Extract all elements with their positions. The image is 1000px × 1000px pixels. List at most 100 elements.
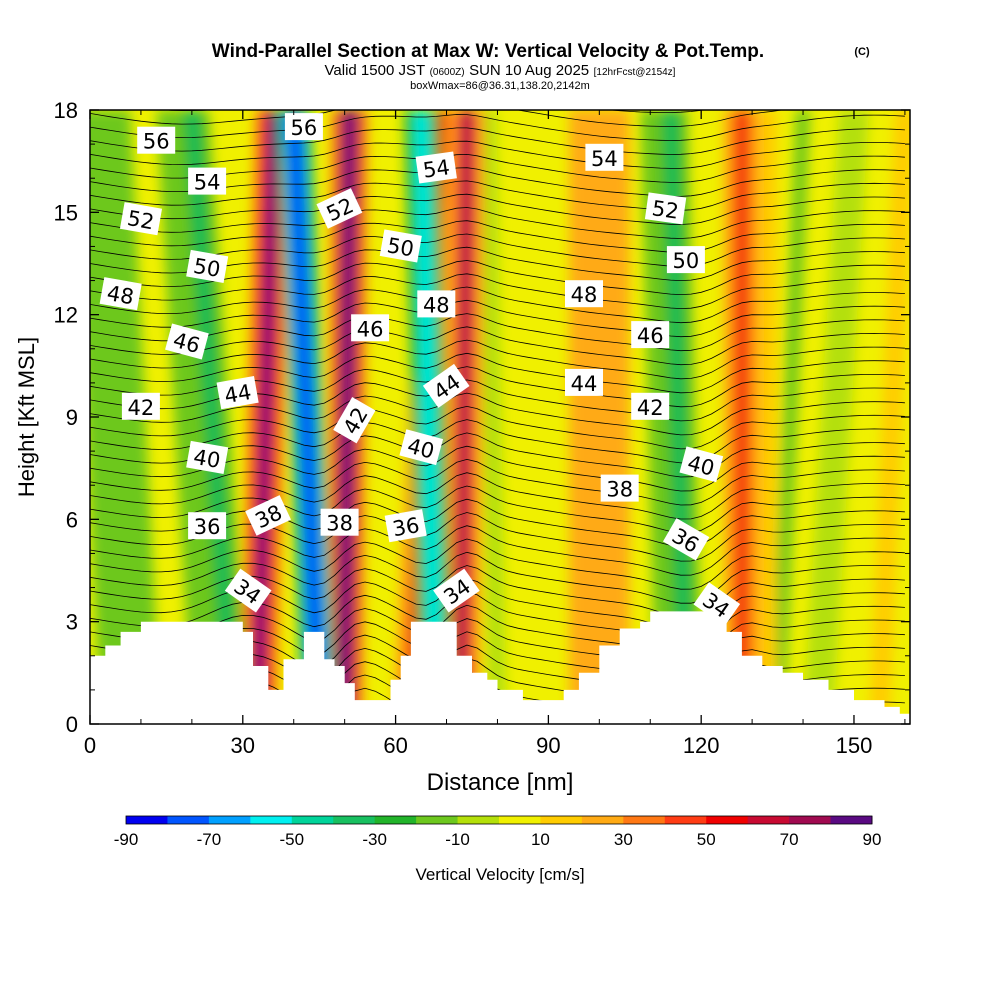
theta-contour-line [90, 458, 905, 506]
y-tick-label: 12 [54, 303, 78, 328]
colorbar-label: Vertical Velocity [cm/s] [415, 865, 584, 884]
theta-contour-line [90, 405, 905, 450]
colorbar-tick-label: -10 [445, 830, 470, 849]
colorbar-tick-label: 10 [531, 830, 550, 849]
velocity-band [456, 110, 472, 724]
label-box [631, 321, 670, 349]
theta-contour-label: 44 [565, 368, 603, 396]
theta-contour-line [90, 260, 905, 296]
label-box [316, 188, 363, 229]
label-box [600, 474, 639, 502]
theta-contour-label: 54 [415, 151, 457, 184]
subtitle-forecast: [12hrFcst@2154z] [594, 67, 676, 78]
chart-subtitle-box: boxWmax=86@36.31,138.20,2142m [410, 80, 590, 92]
colorbar-tick-label: -70 [197, 830, 222, 849]
subtitle-valid: Valid 1500 JST [325, 62, 426, 79]
theta-contour-label: 40 [679, 446, 724, 483]
y-axis-label: Height [Kft MSL] [14, 337, 39, 497]
x-tick-label: 90 [536, 733, 560, 758]
theta-label-text: 40 [192, 445, 222, 473]
label-box [284, 113, 323, 141]
theta-contour-line [90, 339, 905, 380]
potential-temperature-contours [90, 110, 905, 724]
theta-contour-label: 56 [284, 113, 323, 141]
theta-contour-line [90, 193, 905, 225]
theta-contour-label: 54 [585, 143, 624, 171]
x-tick-label: 150 [836, 733, 873, 758]
theta-contour-line [90, 525, 905, 576]
x-axis-label: Distance [nm] [427, 769, 574, 796]
theta-contour-line [90, 180, 905, 211]
vertical-velocity-field [90, 110, 910, 724]
theta-contour-label: 42 [631, 392, 670, 420]
theta-label-text: 56 [143, 130, 170, 154]
theta-contour-line [90, 445, 905, 492]
y-tick-label: 15 [54, 200, 78, 225]
colorbar-tick-label: -50 [279, 830, 304, 849]
label-box [333, 396, 376, 444]
theta-label-text: 38 [606, 478, 633, 502]
colorbar-swatch [416, 816, 459, 824]
colorbar-swatch [499, 816, 541, 824]
colorbar-swatch [291, 816, 334, 824]
theta-contour-line [90, 591, 905, 646]
theta-contour-label: 50 [186, 249, 229, 284]
theta-contour-line [90, 538, 905, 590]
label-box [565, 280, 603, 308]
theta-contour-line [90, 326, 905, 366]
y-tick-label: 18 [54, 98, 78, 123]
theta-contour-label: 48 [565, 280, 603, 308]
theta-label-text: 42 [128, 396, 155, 420]
theta-contour-label: 44 [216, 376, 259, 410]
colorbar-swatch [167, 816, 210, 824]
theta-contour-label: 46 [631, 321, 670, 349]
velocity-band [478, 110, 507, 724]
theta-contour-line [90, 233, 905, 267]
theta-contour-label: 52 [119, 202, 163, 236]
label-box [422, 363, 470, 408]
subtitle-date: SUN 10 Aug 2025 [469, 62, 589, 79]
theta-contour-line [90, 207, 905, 239]
theta-label-text: 52 [650, 196, 680, 223]
theta-contour-label: 42 [121, 392, 160, 420]
theta-label-text: 54 [194, 171, 221, 195]
theta-contour-line [90, 127, 905, 155]
theta-contour-label: 38 [320, 508, 359, 536]
velocity-band [869, 110, 910, 724]
label-box [245, 495, 292, 536]
theta-label-text: 44 [223, 380, 253, 408]
theta-label-text: 50 [385, 233, 415, 261]
theta-contour-line [90, 220, 905, 253]
label-box [188, 167, 227, 195]
colorbar-swatch [250, 816, 293, 824]
theta-contour-label: 48 [417, 290, 456, 318]
theta-label-text: 50 [673, 249, 700, 273]
label-box [631, 392, 670, 420]
theta-contour-line [90, 485, 905, 534]
label-box [137, 126, 176, 154]
colorbar-swatch [540, 816, 583, 824]
label-box [186, 440, 229, 475]
colorbar-tick-label: 70 [780, 830, 799, 849]
label-box [417, 290, 456, 318]
theta-contour-line [90, 114, 905, 141]
colorbar-tick-label: 90 [863, 830, 882, 849]
theta-contour-label: 40 [186, 440, 229, 475]
colorbar-swatch [333, 816, 376, 824]
label-box [433, 568, 480, 613]
theta-contour-label: 54 [188, 167, 227, 195]
theta-contour-line [90, 273, 905, 310]
label-box [644, 192, 687, 225]
theta-contour-line [90, 578, 905, 632]
theta-contour-label: 56 [137, 126, 176, 154]
theta-label-text: 48 [105, 281, 135, 309]
theta-contour-line [90, 604, 905, 660]
theta-contour-line [90, 299, 905, 338]
theta-contour-label: 38 [600, 474, 639, 502]
theta-contour-label: 48 [99, 277, 142, 311]
colorbar-swatch [581, 816, 624, 824]
x-tick-label: 0 [84, 733, 96, 758]
colorbar-tick-label: -30 [362, 830, 387, 849]
theta-contour-label: 50 [379, 229, 422, 263]
